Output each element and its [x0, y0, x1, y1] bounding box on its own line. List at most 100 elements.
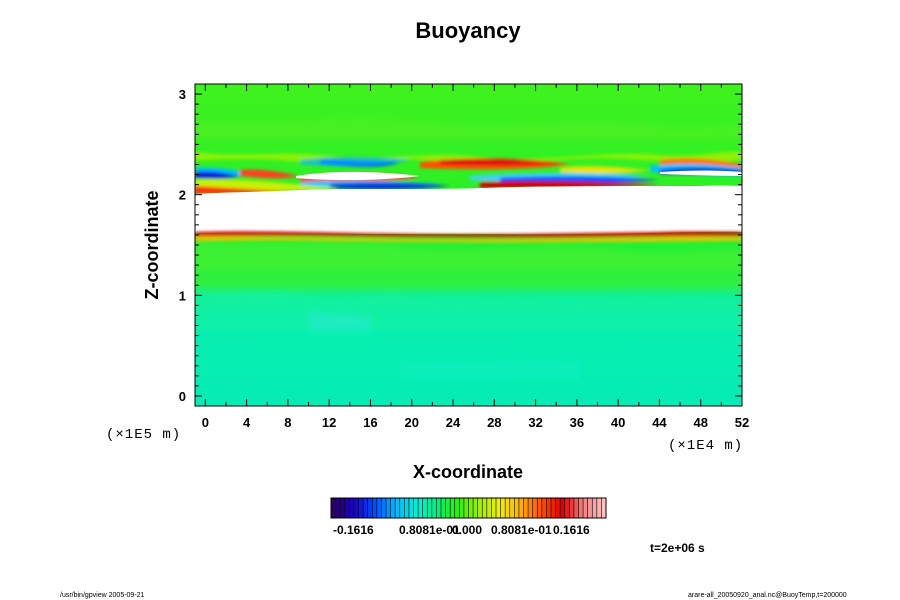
x-tick-label: 24 — [446, 415, 461, 430]
colorbar-segment — [573, 498, 579, 518]
colorbar-segment — [505, 498, 511, 518]
colorbar-segment — [418, 498, 423, 518]
colorbar-segment — [564, 498, 570, 518]
x-tick-label: 44 — [652, 415, 667, 430]
x-tick-label: 28 — [487, 415, 501, 430]
x-tick-label: 36 — [570, 415, 584, 430]
y-axis-label: Z-coordinate — [142, 190, 162, 299]
white-lens — [296, 171, 420, 181]
colorbar-segment — [404, 498, 410, 518]
x-tick-label: 8 — [284, 415, 291, 430]
colorbar-segment — [518, 498, 524, 518]
colorbar-segment — [546, 498, 552, 518]
colorbar-segment — [578, 498, 584, 518]
colorbar-tick-label: 0.000 — [452, 523, 482, 537]
y-axis-ticks: 0 1 2 3 — [179, 87, 742, 404]
colorbar-tick-label: -0.1616 — [333, 523, 374, 537]
colorbar-segment — [560, 498, 566, 518]
colorbar-segment — [454, 498, 460, 518]
colorbar — [330, 498, 607, 518]
colorbar-segment — [335, 498, 341, 518]
colorbar-segment — [381, 498, 387, 518]
colorbar-segment — [422, 498, 428, 518]
x-tick-label: 0 — [202, 415, 209, 430]
upper-interface — [195, 151, 742, 194]
colorbar-segment — [500, 498, 506, 518]
y-tick-label: 3 — [179, 87, 186, 102]
colorbar-segment — [463, 498, 469, 518]
chart-title: Buoyancy — [415, 18, 521, 43]
colorbar-labels: -0.1616 0.8081e-010.000 0.8081e-01 0.1616 — [333, 523, 590, 537]
field-texture — [195, 118, 742, 380]
colorbar-frame — [330, 497, 607, 519]
footer-right: arare-all_20050920_anal.nc@BuoyTemp,t=20… — [688, 592, 847, 599]
colorbar-segment — [367, 498, 373, 518]
x-axis-label: X-coordinate — [413, 462, 523, 482]
x-axis-ticks: 0 4 8 12 16 20 24 28 32 36 40 44 48 52 — [202, 84, 749, 430]
colorbar-segment — [509, 498, 515, 518]
colorbar-segment — [523, 498, 529, 518]
x-tick-label: 40 — [611, 415, 625, 430]
y-tick-label: 1 — [179, 288, 186, 303]
colorbar-segment — [441, 498, 446, 518]
white-band — [195, 185, 742, 235]
colorbar-segment — [459, 498, 465, 518]
colorbar-segment — [587, 498, 593, 518]
colorbar-segment — [445, 498, 451, 518]
colorbar-segment — [376, 498, 382, 518]
x-tick-label: 4 — [243, 415, 251, 430]
colorbar-segment — [541, 498, 547, 518]
colorbar-segment — [408, 498, 414, 518]
colorbar-segment — [477, 498, 483, 518]
y-tick-label: 2 — [179, 188, 186, 203]
colorbar-segment — [427, 498, 433, 518]
colorbar-segment — [532, 498, 538, 518]
x-tick-label: 32 — [528, 415, 542, 430]
x-tick-label: 16 — [363, 415, 377, 430]
x-tick-label: 12 — [322, 415, 336, 430]
colorbar-tick-label: 0.8081e-01 — [491, 523, 552, 537]
white-lens-2 — [660, 170, 742, 176]
colorbar-segment — [436, 498, 442, 518]
colorbar-segment — [551, 498, 556, 518]
heatmap-field — [195, 84, 742, 406]
footer-left: /usr/bin/gpview 2005-09-21 — [60, 592, 145, 599]
colorbar-segment — [358, 498, 364, 518]
colorbar-segment — [431, 498, 437, 518]
colorbar-tick-label: 0.1616 — [553, 523, 590, 537]
colorbar-tick-label: 0.8081e-01 — [399, 523, 460, 537]
colorbar-segment — [569, 498, 575, 518]
colorbar-segment — [349, 498, 355, 518]
colorbar-segment — [353, 498, 359, 518]
colorbar-segment — [340, 498, 346, 518]
colorbar-segment — [413, 498, 419, 518]
colorbar-segment — [514, 498, 520, 518]
colorbar-segment — [537, 498, 543, 518]
colorbar-segment — [450, 498, 456, 518]
colorbar-segment — [496, 498, 501, 518]
colorbar-segment — [555, 498, 561, 518]
colorbar-segment — [601, 498, 607, 518]
x-unit-label: (×1E4 m) — [668, 438, 743, 454]
x-tick-label: 20 — [405, 415, 419, 430]
colorbar-segment — [528, 498, 533, 518]
colorbar-segment — [583, 498, 588, 518]
time-annotation: t=2e+06 s — [650, 541, 705, 555]
colorbar-segment — [395, 498, 401, 518]
colorbar-segment — [596, 498, 602, 518]
colorbar-segment — [386, 498, 391, 518]
colorbar-segment — [372, 498, 378, 518]
colorbar-segment — [473, 498, 478, 518]
colorbar-segment — [390, 498, 396, 518]
colorbar-segment — [592, 498, 598, 518]
y-unit-label: (×1E5 m) — [106, 427, 181, 443]
colorbar-segment — [486, 498, 492, 518]
colorbar-segment — [482, 498, 488, 518]
colorbar-segment — [363, 498, 368, 518]
y-tick-label: 0 — [179, 389, 186, 404]
lower-interface — [195, 231, 742, 243]
colorbar-segment — [344, 498, 350, 518]
colorbar-segment — [468, 498, 474, 518]
colorbar-segment — [491, 498, 497, 518]
